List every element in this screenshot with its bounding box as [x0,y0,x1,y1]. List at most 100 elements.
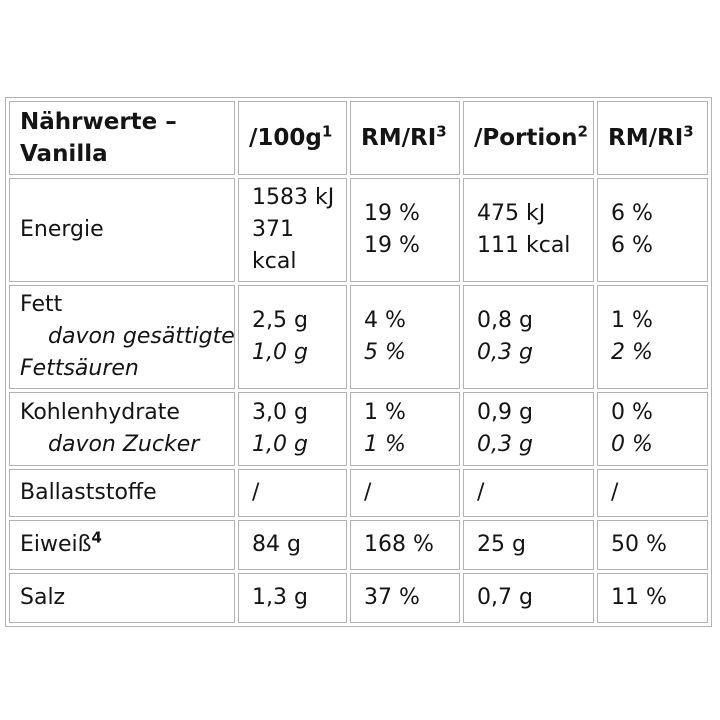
header-label-rmri-100-superscript: 3 [436,122,447,141]
value-energie-per100g-line0: 1583 kJ [252,182,340,214]
header-label-rmri-portion: RM/RI3 [608,122,701,154]
label-fett-line2-text: Fettsäuren [20,356,139,381]
value-salz-rmri-100-line0: 37 % [364,582,453,614]
value-cell-ballaststoffe-portion: / [463,469,594,517]
value-ballaststoffe-portion-line0: / [477,477,587,509]
value-cell-salz-portion: 0,7 g [463,573,594,623]
value-kohlenhydrate-rmri-100-line0: 1 % [364,397,453,429]
value-cell-eiweiss-rmri-100: 168 % [350,520,460,570]
value-energie-per100g-line2-text: kcal [252,249,297,274]
value-energie-portion-line1-text: 111 kcal [477,233,571,258]
label-kohlenhydrate-line1: davon Zucker [20,429,228,461]
value-kohlenhydrate-rmri-portion-line0: 0 % [611,397,701,429]
label-salz-line0-text: Salz [20,585,66,610]
table-body: Energie 1583 kJ 371 kcal 19 % 19 % 475 kJ 111 k… [9,178,708,623]
value-fett-rmri-portion-line0-text: 1 % [611,308,653,333]
value-energie-rmri-100-line1: 19 % [364,230,453,262]
value-energie-rmri-portion-line0-text: 6 % [611,201,653,226]
value-kohlenhydrate-rmri-portion-line1-text: 0 % [611,432,653,457]
header-label-per100g: /100g1 [249,122,340,154]
value-kohlenhydrate-per100g-line1-text: 1,0 g [252,432,308,457]
value-kohlenhydrate-rmri-portion-line1: 0 % [611,429,701,461]
value-eiweiss-rmri-portion-line0-text: 50 % [611,532,667,557]
value-salz-rmri-portion-line0: 11 % [611,582,701,614]
value-kohlenhydrate-portion-line1-text: 0,3 g [477,432,533,457]
label-salz-line0: Salz [20,582,228,614]
row-fett: Fett davon gesättigte Fettsäuren 2,5 g 1,0 g… [9,285,708,389]
value-eiweiss-per100g-line0-text: 84 g [252,532,301,557]
value-ballaststoffe-per100g-line0-text: / [252,480,260,505]
label-energie-line0-text: Energie [20,217,104,242]
value-eiweiss-rmri-100-line0-text: 168 % [364,532,434,557]
value-cell-eiweiss-rmri-portion: 50 % [597,520,708,570]
label-eiweiss-line0-text: Eiweiß [20,532,92,557]
label-cell-ballaststoffe: Ballaststoffe [9,469,235,517]
value-salz-rmri-portion-line0-text: 11 % [611,585,667,610]
value-fett-per100g-line0-text: 2,5 g [252,308,308,333]
value-cell-fett-portion: 0,8 g 0,3 g [463,285,594,389]
label-fett-line1: davon gesättigte [20,321,234,353]
label-energie-line0: Energie [20,214,228,246]
value-fett-rmri-portion-line1-text: 2 % [611,340,653,365]
value-cell-energie-rmri-100: 19 % 19 % [350,178,460,282]
value-kohlenhydrate-portion-line0: 0,9 g [477,397,587,429]
value-fett-rmri-portion-line1: 2 % [611,337,701,369]
value-cell-kohlenhydrate-per100g: 3,0 g 1,0 g [238,392,347,466]
value-cell-fett-rmri-100: 4 % 5 % [350,285,460,389]
value-cell-salz-rmri-100: 37 % [350,573,460,623]
value-fett-portion-line0: 0,8 g [477,305,587,337]
value-ballaststoffe-rmri-portion-line0: / [611,477,701,509]
table-title-line1: Nährwerte – [20,109,177,135]
value-salz-per100g-line0-text: 1,3 g [252,585,308,610]
value-kohlenhydrate-per100g-line1: 1,0 g [252,429,340,461]
nutrition-table: Nährwerte – Vanilla /100g1 RM/RI3/Portion… [5,97,712,627]
value-energie-rmri-portion-line1: 6 % [611,230,701,262]
value-kohlenhydrate-rmri-portion-line0-text: 0 % [611,400,653,425]
row-ballaststoffe: Ballaststoffe / / / / [9,469,708,517]
label-cell-kohlenhydrate: Kohlenhydrate davon Zucker [9,392,235,466]
label-eiweiss-line0: Eiweiß4 [20,529,228,561]
value-cell-ballaststoffe-per100g: / [238,469,347,517]
value-ballaststoffe-per100g-line0: / [252,477,340,509]
label-cell-eiweiss: Eiweiß4 [9,520,235,570]
value-energie-portion-line1: 111 kcal [477,230,587,262]
header-label-portion-text: /Portion [474,125,578,151]
value-fett-rmri-100-line0-text: 4 % [364,308,406,333]
value-cell-energie-per100g: 1583 kJ 371 kcal [238,178,347,282]
row-salz: Salz 1,3 g 37 % 0,7 g 11 % [9,573,708,623]
value-kohlenhydrate-rmri-100-line0-text: 1 % [364,400,406,425]
label-fett-line1-text: davon gesättigte [48,324,235,349]
value-energie-per100g-line0-text: 1583 kJ [252,185,335,210]
value-fett-rmri-portion-line0: 1 % [611,305,701,337]
value-salz-portion-line0: 0,7 g [477,582,587,614]
value-salz-rmri-100-line0-text: 37 % [364,585,420,610]
value-kohlenhydrate-portion-line0-text: 0,9 g [477,400,533,425]
value-fett-portion-line1: 0,3 g [477,337,587,369]
value-cell-fett-per100g: 2,5 g 1,0 g [238,285,347,389]
value-salz-per100g-line0: 1,3 g [252,582,340,614]
value-kohlenhydrate-portion-line1: 0,3 g [477,429,587,461]
header-cell-rmri-100: RM/RI3 [350,101,460,175]
value-ballaststoffe-rmri-100-line0: / [364,477,453,509]
value-eiweiss-per100g-line0: 84 g [252,529,340,561]
value-energie-per100g-line1-text: 371 [252,217,294,242]
value-fett-rmri-100-line1: 5 % [364,337,453,369]
value-energie-rmri-100-line1-text: 19 % [364,233,420,258]
row-energie: Energie 1583 kJ 371 kcal 19 % 19 % 475 kJ 111 k… [9,178,708,282]
value-eiweiss-portion-line0: 25 g [477,529,587,561]
value-energie-portion-line0: 475 kJ [477,198,587,230]
value-cell-kohlenhydrate-portion: 0,9 g 0,3 g [463,392,594,466]
value-eiweiss-portion-line0-text: 25 g [477,532,526,557]
value-cell-salz-rmri-portion: 11 % [597,573,708,623]
value-fett-per100g-line0: 2,5 g [252,305,340,337]
label-fett-line0: Fett [20,289,228,321]
value-eiweiss-rmri-portion-line0: 50 % [611,529,701,561]
value-cell-eiweiss-per100g: 84 g [238,520,347,570]
label-fett-line0-text: Fett [20,292,63,317]
header-label-per100g-text: /100g [249,125,322,151]
value-kohlenhydrate-per100g-line0-text: 3,0 g [252,400,308,425]
header-label-rmri-portion-text: RM/RI [608,125,684,151]
label-ballaststoffe-line0: Ballaststoffe [20,477,228,509]
value-cell-kohlenhydrate-rmri-portion: 0 % 0 % [597,392,708,466]
